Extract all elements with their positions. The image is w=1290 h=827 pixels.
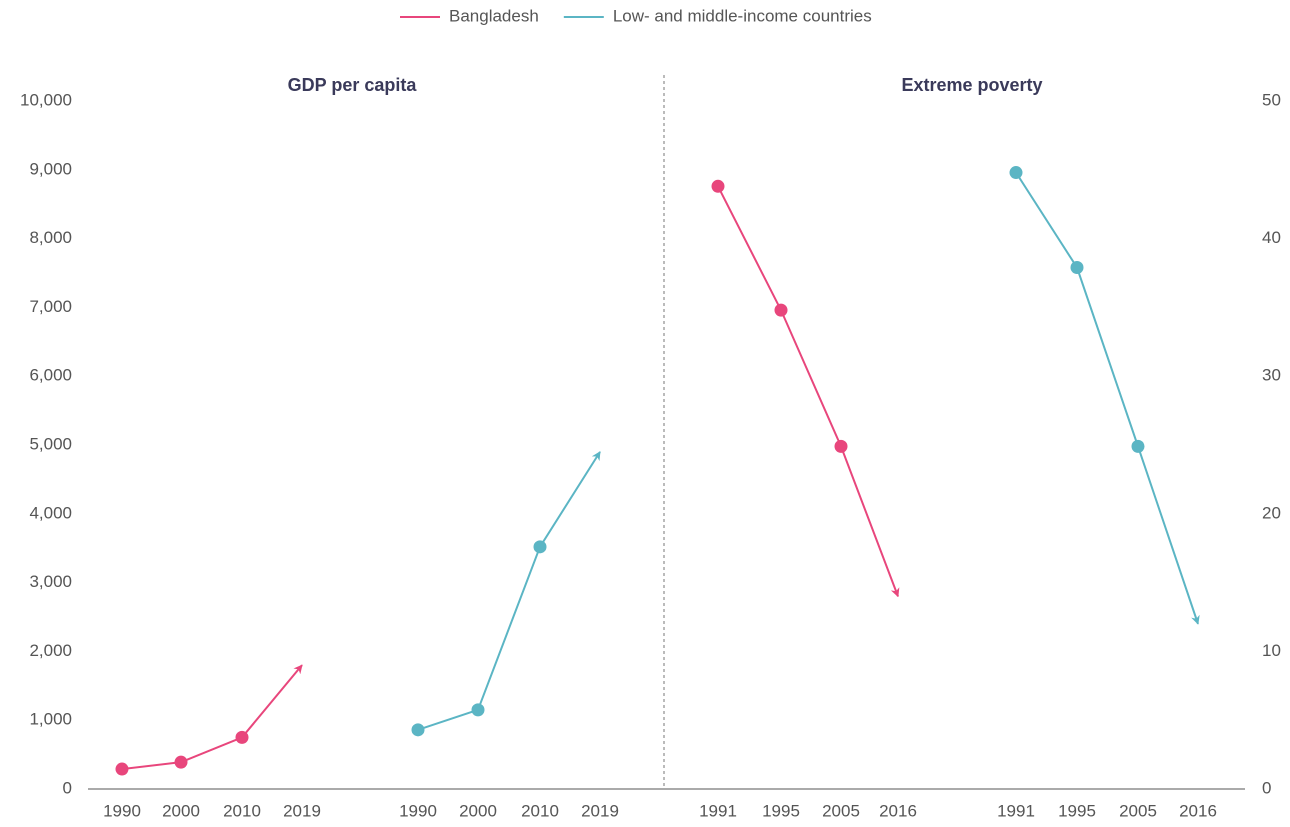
x-tick-label: 2000 <box>459 801 497 820</box>
data-point <box>774 303 788 317</box>
y-tick-label: 3,000 <box>29 572 72 591</box>
panel-title: GDP per capita <box>288 75 418 95</box>
data-point <box>711 179 725 193</box>
y-tick-label: 30 <box>1262 366 1281 385</box>
x-tick-label: 2019 <box>283 801 321 820</box>
x-tick-label: 1995 <box>1058 801 1096 820</box>
data-point <box>834 439 848 453</box>
x-tick-label: 2010 <box>521 801 559 820</box>
y-tick-label: 5,000 <box>29 434 72 453</box>
data-point <box>1131 439 1145 453</box>
series-line <box>417 451 601 731</box>
series-line <box>121 664 303 771</box>
x-tick-label: 1991 <box>997 801 1035 820</box>
legend-label: Bangladesh <box>449 6 539 25</box>
x-tick-label: 1990 <box>103 801 141 820</box>
x-tick-label: 1995 <box>762 801 800 820</box>
x-tick-label: 1991 <box>699 801 737 820</box>
series-line <box>717 185 900 598</box>
x-tick-label: 2000 <box>162 801 200 820</box>
data-point <box>1009 166 1023 180</box>
legend-label: Low- and middle-income countries <box>613 6 872 25</box>
y-tick-label: 7,000 <box>29 297 72 316</box>
panel-title: Extreme poverty <box>901 75 1042 95</box>
y-tick-label: 0 <box>1262 778 1271 797</box>
y-tick-label: 9,000 <box>29 159 72 178</box>
data-point <box>115 762 129 776</box>
data-point <box>174 755 188 769</box>
y-tick-label: 0 <box>63 778 72 797</box>
data-point <box>235 730 249 744</box>
y-tick-label: 4,000 <box>29 503 72 522</box>
y-tick-label: 2,000 <box>29 641 72 660</box>
y-tick-label: 20 <box>1262 503 1281 522</box>
y-tick-label: 10 <box>1262 641 1281 660</box>
x-tick-label: 2005 <box>1119 801 1157 820</box>
series-line <box>1015 172 1200 625</box>
x-tick-label: 2016 <box>1179 801 1217 820</box>
x-tick-label: 2019 <box>581 801 619 820</box>
y-tick-label: 6,000 <box>29 366 72 385</box>
y-tick-label: 50 <box>1262 90 1281 109</box>
y-tick-label: 10,000 <box>20 90 72 109</box>
x-tick-label: 2010 <box>223 801 261 820</box>
data-point <box>411 723 425 737</box>
data-point <box>533 540 547 554</box>
data-point <box>1070 260 1084 274</box>
x-tick-label: 2016 <box>879 801 917 820</box>
y-tick-label: 40 <box>1262 228 1281 247</box>
y-tick-label: 8,000 <box>29 228 72 247</box>
x-tick-label: 2005 <box>822 801 860 820</box>
data-point <box>471 703 485 717</box>
x-tick-label: 1990 <box>399 801 437 820</box>
y-tick-label: 1,000 <box>29 710 72 729</box>
